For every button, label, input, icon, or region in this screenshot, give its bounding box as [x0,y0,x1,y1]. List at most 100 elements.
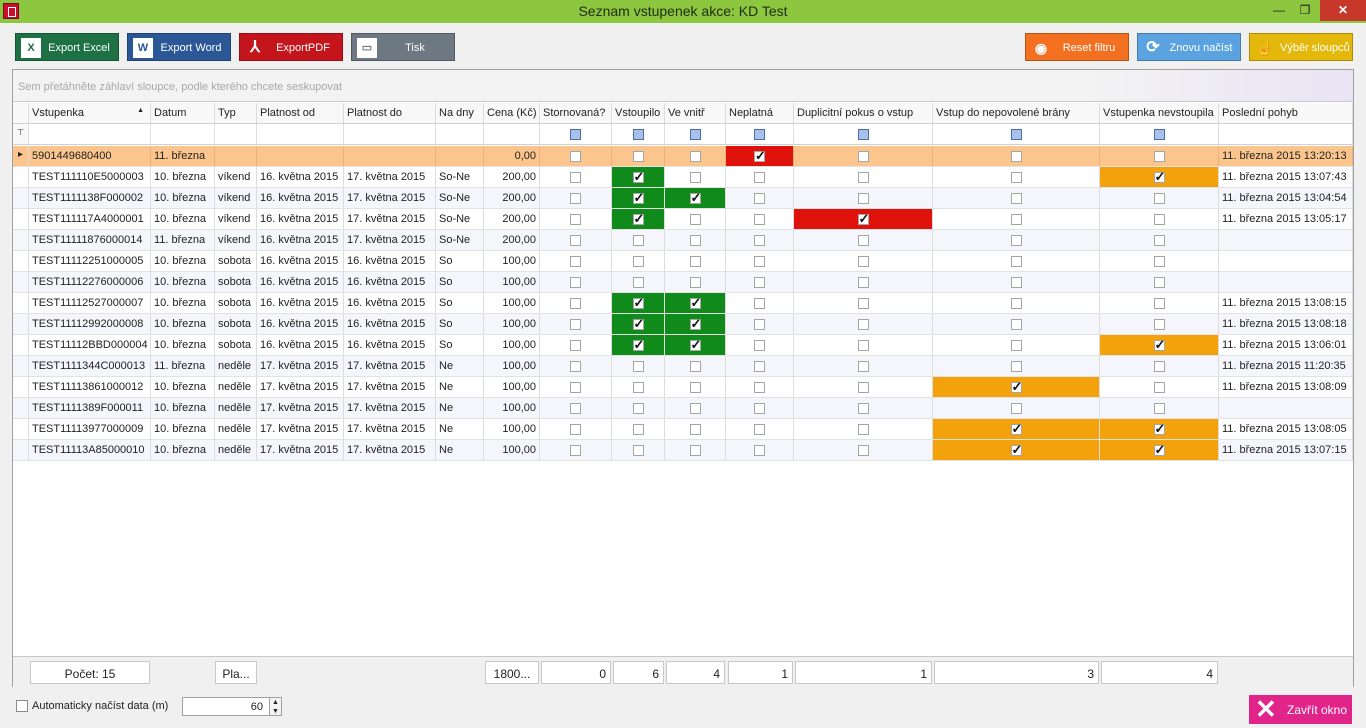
close-window-button[interactable]: ✕ Zavřít okno [1249,695,1352,724]
cell-days[interactable]: So [436,335,484,355]
reset-filter-button[interactable]: ◉ Reset filtru [1025,33,1129,61]
checkbox[interactable] [689,256,701,267]
checkbox[interactable] [1010,193,1022,204]
filter-checkbox[interactable] [1010,129,1022,140]
cell-duplicate[interactable] [794,167,933,187]
cell-duplicate[interactable] [794,188,933,208]
cell-not-entered[interactable] [1100,293,1219,313]
cell-wrong-gate[interactable] [933,167,1100,187]
cell-inside[interactable] [665,293,726,313]
checkbox[interactable] [1153,235,1165,246]
cell-ticket[interactable]: TEST11112BBD000004 [29,335,151,355]
column-header-price[interactable]: Cena (Kč) [484,103,540,123]
cell-price[interactable]: 200,00 [484,209,540,229]
cell-from[interactable]: 16. května 2015 [257,209,344,229]
cell-duplicate[interactable] [794,356,933,376]
cell-price[interactable]: 100,00 [484,440,540,460]
cell-duplicate[interactable] [794,419,933,439]
checkbox[interactable] [754,382,765,393]
checkbox[interactable] [570,361,581,372]
checkbox[interactable] [754,193,765,204]
cell-entered[interactable] [612,209,665,229]
cell-type[interactable]: sobota [215,314,257,334]
checkbox[interactable] [632,256,644,267]
cell-entered[interactable] [612,377,665,397]
cell-storno[interactable] [540,419,612,439]
cell-duplicate[interactable] [794,377,933,397]
cell-price[interactable]: 200,00 [484,230,540,250]
checkbox[interactable] [689,214,701,225]
checkbox[interactable] [1010,421,1022,437]
checkbox[interactable] [689,151,701,162]
cell-entered[interactable] [612,230,665,250]
checkbox[interactable] [689,277,701,288]
auto-load-checkbox[interactable] [16,700,28,712]
checkbox[interactable] [1153,442,1165,458]
cell-date[interactable]: 10. března [151,314,215,334]
checkbox[interactable] [857,361,869,372]
cell-type[interactable]: sobota [215,293,257,313]
cell-inside[interactable] [665,146,726,166]
cell-last[interactable]: 11. března 2015 13:20:13 [1219,146,1353,166]
cell-last[interactable] [1219,251,1353,271]
filter-cell-from[interactable] [257,124,344,144]
column-header-from[interactable]: Platnost od [257,103,344,123]
cell-from[interactable]: 17. května 2015 [257,398,344,418]
cell-storno[interactable] [540,251,612,271]
cell-type[interactable]: sobota [215,251,257,271]
checkbox[interactable] [570,235,581,246]
checkbox[interactable] [1010,379,1022,395]
checkbox[interactable] [632,190,644,206]
table-row[interactable]: TEST111117A4000001 10. března víkend 16. kv… [13,209,1353,230]
table-row[interactable]: TEST11112251000005 10. března sobota 16. kv… [13,251,1353,272]
checkbox[interactable] [689,445,701,456]
filter-checkbox[interactable] [689,129,701,140]
cell-days[interactable]: So [436,314,484,334]
cell-storno[interactable] [540,272,612,292]
checkbox[interactable] [689,424,701,435]
cell-to[interactable]: 17. května 2015 [344,440,436,460]
cell-type[interactable]: neděle [215,377,257,397]
cell-date[interactable]: 10. března [151,377,215,397]
interval-spinner[interactable]: ▲ ▼ [270,697,282,716]
filter-checkbox[interactable] [754,129,765,140]
cell-entered[interactable] [612,398,665,418]
cell-price[interactable]: 100,00 [484,335,540,355]
cell-inside[interactable] [665,251,726,271]
cell-not-entered[interactable] [1100,398,1219,418]
checkbox[interactable] [857,424,869,435]
cell-wrong-gate[interactable] [933,419,1100,439]
cell-entered[interactable] [612,356,665,376]
cell-storno[interactable] [540,167,612,187]
checkbox[interactable] [754,340,765,351]
cell-from[interactable]: 17. května 2015 [257,356,344,376]
cell-days[interactable]: Ne [436,377,484,397]
cell-from[interactable]: 16. května 2015 [257,230,344,250]
cell-inside[interactable] [665,419,726,439]
cell-from[interactable]: 17. května 2015 [257,440,344,460]
filter-cell-duplicate[interactable] [794,124,933,144]
minimize-button[interactable]: — [1273,3,1285,17]
checkbox[interactable] [570,172,581,183]
checkbox[interactable] [632,151,644,162]
checkbox[interactable] [857,235,869,246]
cell-ticket[interactable]: TEST11113977000009 [29,419,151,439]
cell-last[interactable]: 11. března 2015 13:08:09 [1219,377,1353,397]
checkbox[interactable] [689,235,701,246]
cell-to[interactable]: 16. května 2015 [344,272,436,292]
checkbox[interactable] [857,319,869,330]
export-word-button[interactable]: W Export Word [127,33,231,61]
checkbox[interactable] [570,319,581,330]
checkbox[interactable] [1010,277,1022,288]
cell-date[interactable]: 11. března [151,230,215,250]
cell-storno[interactable] [540,230,612,250]
cell-invalid[interactable] [726,356,794,376]
column-header-storno[interactable]: Stornovaná? [540,103,612,123]
cell-type[interactable]: víkend [215,209,257,229]
cell-type[interactable]: neděle [215,440,257,460]
cell-duplicate[interactable] [794,146,933,166]
cell-duplicate[interactable] [794,272,933,292]
cell-to[interactable]: 17. května 2015 [344,377,436,397]
cell-storno[interactable] [540,440,612,460]
cell-storno[interactable] [540,188,612,208]
